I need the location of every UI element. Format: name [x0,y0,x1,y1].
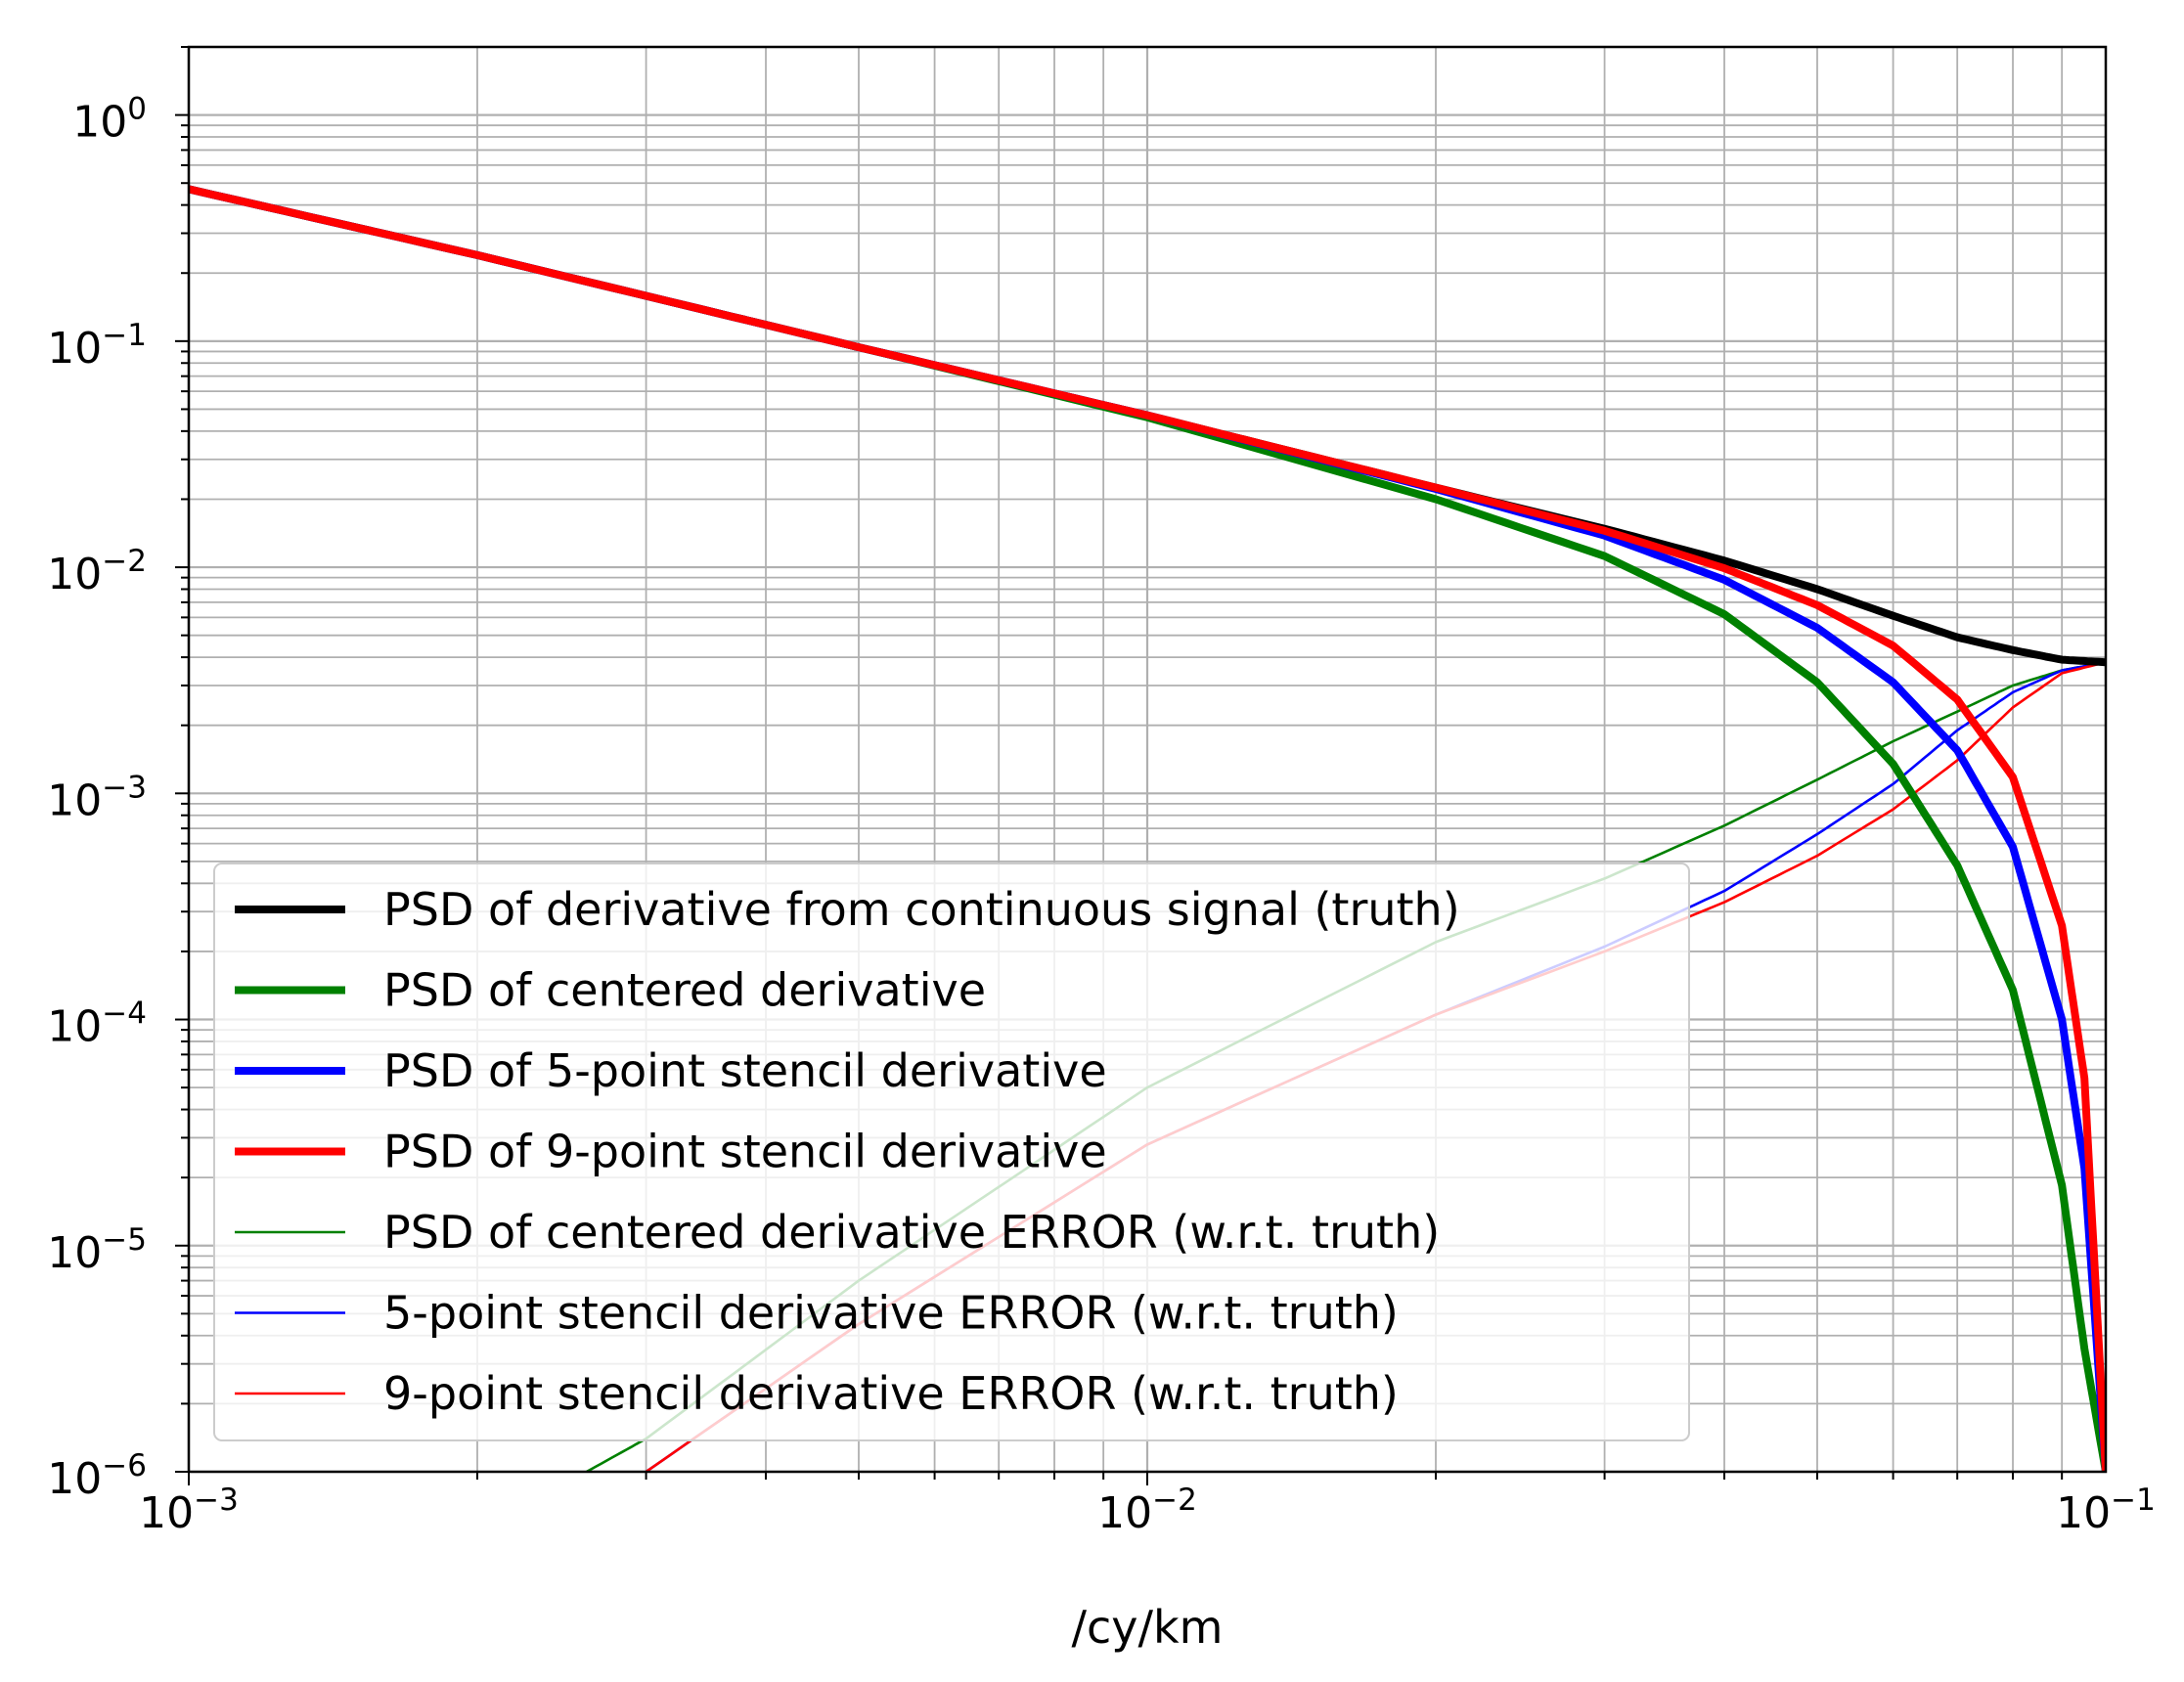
legend-box [213,863,1690,1441]
y-tick-label: 10−2 [47,544,147,599]
legend-label: PSD of centered derivative ERROR (w.r.t.… [383,1206,1440,1259]
legend-label: 9-point stencil derivative ERROR (w.r.t.… [383,1367,1399,1420]
legend-label: PSD of 5-point stencil derivative [383,1044,1107,1097]
x-axis-label: /cy/km [1072,1601,1224,1654]
x-tick-label: 10−1 [2056,1483,2156,1538]
legend-label: PSD of 9-point stencil derivative [383,1126,1107,1178]
y-tick-label: 10−3 [47,770,147,825]
series-line [189,185,2106,1472]
legend-label: PSD of derivative from continuous signal… [383,883,1460,936]
y-tick-label: 10−6 [47,1448,147,1504]
series-lines [189,185,2106,1472]
y-tick-label: 10−5 [47,1222,147,1278]
x-tick-label: 10−2 [1097,1483,1197,1538]
legend: PSD of derivative from continuous signal… [213,863,1690,1441]
y-tick-label: 100 [72,92,147,148]
grid [187,46,2106,1474]
y-tick-label: 10−1 [47,318,147,374]
axis-ticks: 10−3 10−2 10−1 100 10−1 10−2 10−3 10−4 10−5 10−6 [47,46,2156,1538]
x-tick-label: 10−3 [139,1483,239,1538]
legend-label: 5-point stencil derivative ERROR (w.r.t.… [383,1287,1399,1340]
legend-label: PSD of centered derivative [383,964,986,1017]
y-tick-label: 10−4 [47,996,147,1052]
